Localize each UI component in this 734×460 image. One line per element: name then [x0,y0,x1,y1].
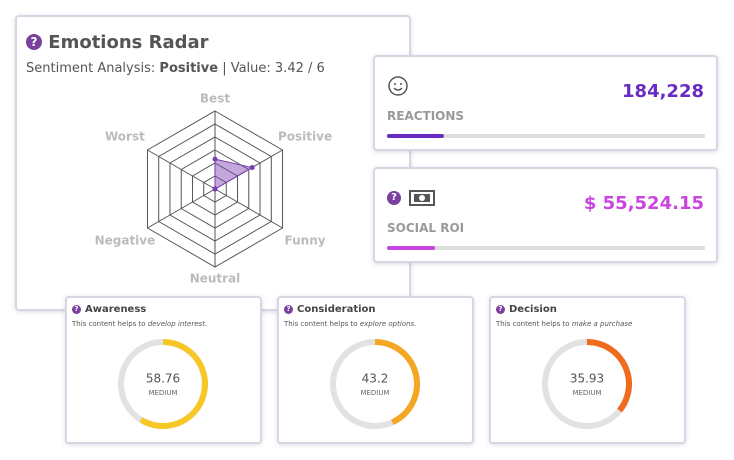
radar-point [249,165,255,171]
radar-spoke [147,149,216,190]
gauge-description: This content helps to develop interest. [72,320,207,328]
radar-axis-label: Positive [278,130,332,144]
gauge-header: ? Consideration [284,304,376,315]
radar-point [212,156,218,162]
subtitle-label: Sentiment Analysis: [26,61,156,76]
radar-spoke [147,188,216,229]
description-emphasis: develop interest. [147,320,208,328]
stat-label: SOCIAL ROI [387,221,465,235]
gauge-arc [374,339,420,425]
help-icon[interactable]: ? [496,305,505,314]
radar-axis-label: Negative [95,234,156,248]
gauge-card: ? Consideration This content helps to expl… [277,296,474,444]
value-text: | Value: 3.42 / 6 [222,61,325,76]
gauge-description: This content helps to explore options. [284,320,416,328]
help-icon[interactable]: ? [284,305,293,314]
progress-track [387,134,705,138]
gauge-card: ? Decision This content helps to make a pu… [489,296,686,444]
description-emphasis: make a purchase [571,320,633,328]
stat-card: 184,228 REACTIONS [373,55,718,151]
smiley-icon [388,76,408,96]
gauge-title: Awareness [85,304,147,315]
gauge-value: 43.2 [362,372,389,386]
gauge: 35.93 MEDIUM [542,339,632,429]
gauge-title: Consideration [297,304,376,315]
description-emphasis: explore options. [359,320,417,328]
radar-spoke [214,188,283,229]
radar-point [212,186,218,192]
radar-header: ? Emotions Radar [26,32,209,53]
gauge-value: 58.76 [146,372,180,386]
help-icon[interactable]: ? [72,305,81,314]
description-text: This content helps to [496,320,570,328]
gauge-title: Decision [509,304,557,315]
gauge-card: ? Awareness This content helps to develop … [65,296,262,444]
gauge-level: MEDIUM [148,389,177,397]
radar-axis-label: Worst [105,130,145,144]
radar-area [214,158,254,190]
gauge-description: This content helps to make a purchase [496,320,632,328]
stat-value: $ 55,524.15 [583,193,704,214]
gauge: 58.76 MEDIUM [118,339,208,429]
gauge-header: ? Decision [496,304,557,315]
gauge-arc [139,339,208,429]
gauge-arc [586,339,632,413]
money-icon [409,190,435,206]
radar-axis-label: Best [200,92,230,106]
gauge-level: MEDIUM [572,389,601,397]
radar-title: Emotions Radar [48,32,209,53]
progress-track [387,246,705,250]
stat-value: 184,228 [622,81,704,102]
gauge-value: 35.93 [570,372,604,386]
gauge-level: MEDIUM [360,389,389,397]
radar-subtitle: Sentiment Analysis: Positive | Value: 3.… [26,61,325,76]
sentiment: Positive [159,61,219,76]
stat-card: ? $ 55,524.15 SOCIAL ROI [373,167,718,263]
help-icon[interactable]: ? [26,34,42,50]
radar-card: ? Emotions Radar Sentiment Analysis: Pos… [15,15,411,311]
stat-label: REACTIONS [387,109,465,123]
radar-chart: Best Positive Funny Neutral Negative Worst [95,92,333,286]
progress-bar [387,246,435,250]
radar-axis-label: Funny [285,234,326,248]
gauge-header: ? Awareness [72,304,146,315]
radar-axis-label: Neutral [190,272,241,286]
help-icon[interactable]: ? [387,191,401,205]
progress-bar [387,134,445,138]
description-text: This content helps to [284,320,358,328]
gauge: 43.2 MEDIUM [330,339,420,429]
description-text: This content helps to [72,320,146,328]
